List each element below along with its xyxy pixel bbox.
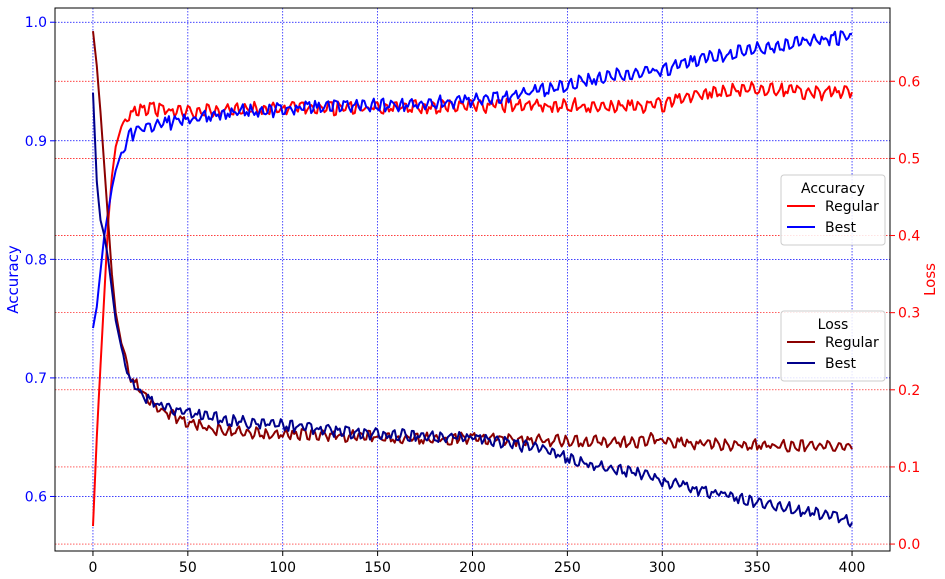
y-right-tick-label: 0.1 <box>898 460 920 476</box>
legend-label-accuracy-regular: Regular <box>825 199 879 215</box>
x-tick-label: 0 <box>88 560 97 576</box>
x-tick-label: 400 <box>839 560 866 576</box>
y-left-tick-label: 1.0 <box>25 15 47 31</box>
y-right-tick-label: 0.3 <box>898 306 920 322</box>
y-right-tick-label: 0.0 <box>898 537 920 553</box>
y-right-tick-label: 0.5 <box>898 151 920 167</box>
x-tick-label: 300 <box>649 560 676 576</box>
y-left-tick-label: 0.7 <box>25 371 47 387</box>
y-right-tick-label: 0.6 <box>898 74 920 90</box>
x-tick-label: 250 <box>554 560 581 576</box>
x-tick-label: 50 <box>179 560 197 576</box>
x-tick-label: 350 <box>744 560 771 576</box>
legend-title-accuracy: Accuracy <box>801 181 865 197</box>
y-left-tick-label: 0.9 <box>25 134 47 150</box>
legend-label-loss-best: Best <box>825 356 857 372</box>
y-left-tick-label: 0.6 <box>25 489 47 505</box>
y-left-axis-label: Accuracy <box>4 245 22 314</box>
x-tick-label: 150 <box>364 560 391 576</box>
x-tick-label: 100 <box>269 560 296 576</box>
x-tick-label: 200 <box>459 560 486 576</box>
series-line-loss-regular <box>92 30 853 453</box>
y-right-tick-label: 0.4 <box>898 229 920 245</box>
series-line-loss-best <box>92 92 853 528</box>
y-right-tick-label: 0.2 <box>898 383 920 399</box>
y-right-axis-label: Loss <box>921 263 939 296</box>
series-line-accuracy-best <box>92 30 853 329</box>
legend-label-accuracy-best: Best <box>825 220 857 236</box>
legend-title-loss: Loss <box>818 317 849 333</box>
y-left-tick-label: 0.8 <box>25 252 47 268</box>
series-line-accuracy-regular <box>92 81 853 527</box>
legend-label-loss-regular: Regular <box>825 335 879 351</box>
